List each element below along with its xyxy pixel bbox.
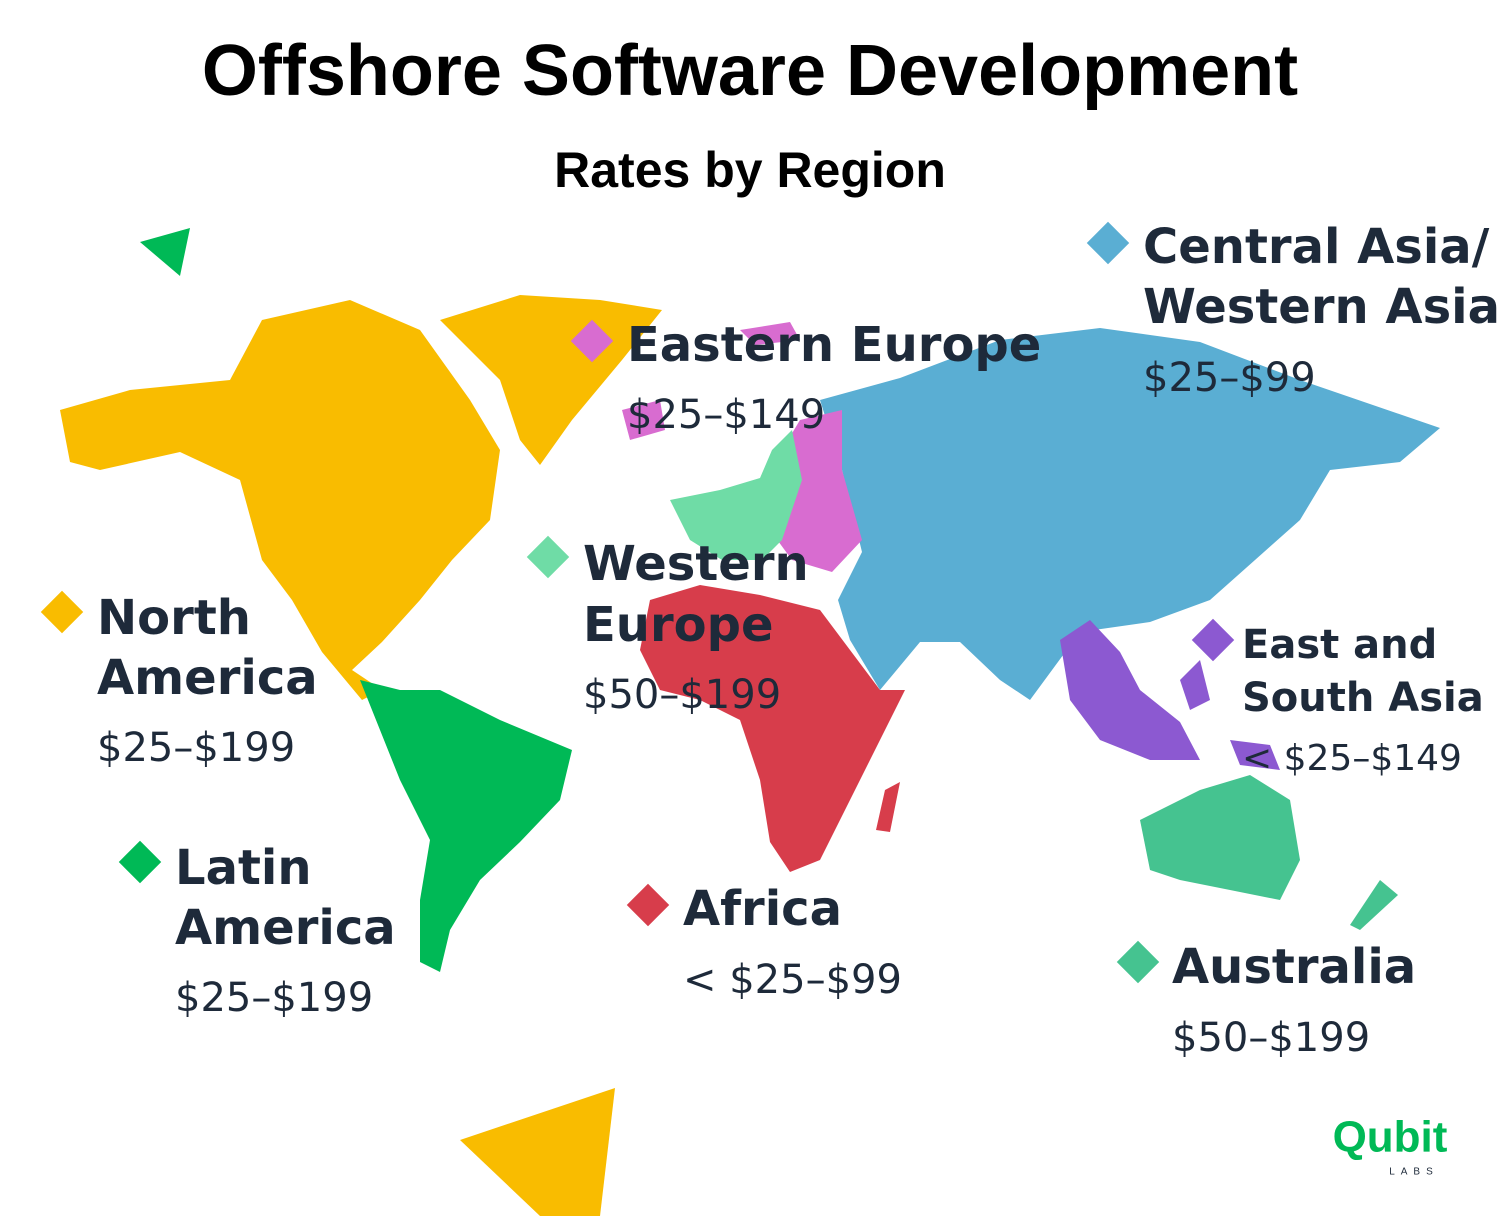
region-name: East and [1242,622,1437,668]
region-shape [1140,775,1300,900]
region-diamond [118,840,162,884]
subtitle: Rates by Region [554,142,946,198]
region-name: North [97,590,251,646]
decor-triangle [140,228,190,276]
region-label: East and South Asia < $25–$149 [1191,618,1484,779]
region-diamond [1116,940,1160,984]
region-shape [640,585,905,872]
region-shape [1230,740,1280,770]
region-name: South Asia [1242,675,1484,721]
region-rate: < $25–$99 [683,957,902,1003]
region-rate: $50–$199 [583,672,781,718]
region-shape [360,680,572,972]
region-shape [820,328,1440,700]
region-rate: $25–$199 [175,975,373,1021]
region-diamond [526,535,570,579]
region-rate: < $25–$149 [1242,738,1462,779]
region-diamond [1191,618,1235,662]
region-diamond [626,883,670,927]
region-diamond [1086,221,1130,265]
region-diamond [40,590,84,634]
region-rate: $25–$149 [627,392,825,438]
region-shape [876,782,900,832]
region-shape [60,300,500,700]
region-name: Latin [175,840,312,896]
region-name: Africa [683,881,842,937]
region-label: Australia $50–$199 [1116,939,1416,1061]
logo-tagline: LABS [1389,1167,1439,1178]
region-rate: $25–$199 [97,725,295,771]
region-rate: $25–$99 [1143,355,1316,401]
region-shape [1350,880,1398,930]
region-name: Western Asia [1143,279,1500,335]
region-shape [1180,660,1210,710]
region-name: America [97,650,318,706]
region-name: Central Asia/ [1143,219,1490,275]
logo: Qubit [1333,1113,1448,1162]
region-label: Africa < $25–$99 [626,881,902,1003]
decor-triangle [460,1088,615,1216]
region-label: Central Asia/Western Asia $25–$99 [1086,219,1500,401]
region-shape [670,430,802,560]
region-name: Western [583,536,809,592]
region-shape [1060,620,1200,760]
title: Offshore Software Development [202,31,1298,111]
region-shape [1170,420,1215,545]
region-shape [740,322,800,345]
region-name: Europe [583,597,774,653]
region-shape [622,400,665,440]
region-name: America [175,900,396,956]
region-name: Eastern Europe [627,317,1041,373]
region-rate: $50–$199 [1172,1015,1370,1061]
region-name: Australia [1172,939,1416,995]
